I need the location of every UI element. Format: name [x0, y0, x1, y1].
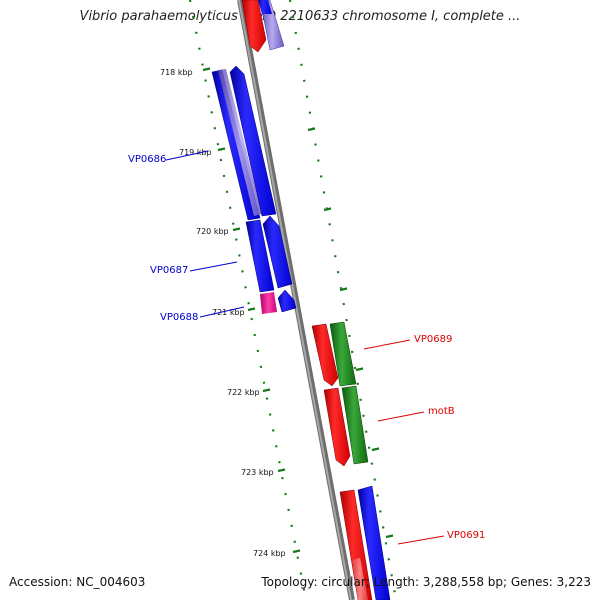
- gene-top-red[interactable]: [241, 0, 267, 53]
- gene-leaders: [165, 150, 445, 545]
- major-tick: [247, 307, 256, 312]
- tick-label-718: 718 kbp: [160, 68, 193, 77]
- major-tick: [277, 468, 286, 473]
- gene-label-vp0689[interactable]: VP0689: [414, 334, 452, 345]
- tick-label-724: 724 kbp: [253, 549, 286, 558]
- outer-tick: [307, 127, 316, 132]
- gene-label-vp0686[interactable]: VP0686: [128, 154, 166, 165]
- gene-motb-red[interactable]: [323, 387, 351, 467]
- gene-labels: VP0686 VP0687 VP0688 VP0689 motB VP0691: [128, 154, 485, 541]
- gene-label-vp0691[interactable]: VP0691: [447, 530, 485, 541]
- backbone: [237, 0, 355, 600]
- tick-labels: 718 kbp 719 kbp 720 kbp 721 kbp 722 kbp …: [160, 68, 286, 558]
- major-tick: [232, 227, 241, 232]
- tick-label-719: 719 kbp: [179, 148, 212, 157]
- gene-label-vp0687[interactable]: VP0687: [150, 265, 188, 276]
- major-tick: [217, 147, 226, 152]
- gene-vp0691-red[interactable]: [339, 489, 373, 600]
- outer-tick: [323, 207, 332, 212]
- forward-genes: [211, 0, 297, 314]
- major-tick: [262, 388, 271, 393]
- accession-text: Accession: NC_004603: [9, 575, 146, 589]
- summary-text: Topology: circular; Length: 3,288,558 bp…: [261, 575, 591, 589]
- tick-label-720: 720 kbp: [196, 227, 229, 236]
- outer-ring-dots: [288, 0, 396, 593]
- gene-vp0688-pink[interactable]: [260, 292, 277, 314]
- outer-tick: [339, 287, 348, 292]
- major-tick: [202, 67, 211, 72]
- outer-tick: [385, 534, 394, 539]
- gene-vp0687-arrow[interactable]: [262, 215, 293, 289]
- axis-ticks: [202, 67, 394, 554]
- outer-tick: [371, 447, 380, 452]
- major-tick: [292, 549, 301, 554]
- tick-label-723: 723 kbp: [241, 468, 274, 477]
- gene-vp0689-green[interactable]: [329, 321, 357, 387]
- gene-label-vp0688[interactable]: VP0688: [160, 312, 198, 323]
- map-title: Vibrio parahaemolyticus RIMD 2210633 chr…: [79, 9, 521, 24]
- gene-vp0691-blue[interactable]: [357, 485, 391, 600]
- outer-tick: [355, 367, 364, 372]
- gene-vp0689-red[interactable]: [311, 323, 339, 387]
- gene-vp0686-b[interactable]: [218, 69, 262, 216]
- tick-label-722: 722 kbp: [227, 388, 260, 397]
- gene-vp0686-arrow[interactable]: [229, 65, 277, 217]
- inner-ring-dots: [188, 0, 306, 591]
- gene-top-blue[interactable]: [258, 0, 272, 14]
- gene-motb-green[interactable]: [341, 385, 369, 465]
- gene-label-motb[interactable]: motB: [428, 406, 455, 417]
- gene-vp0688-arrow[interactable]: [277, 289, 297, 313]
- gene-vp0687-a[interactable]: [245, 219, 275, 293]
- gene-vp0691-pale[interactable]: [352, 558, 368, 600]
- reverse-genes: [311, 321, 391, 600]
- tick-label-721: 721 kbp: [212, 308, 245, 317]
